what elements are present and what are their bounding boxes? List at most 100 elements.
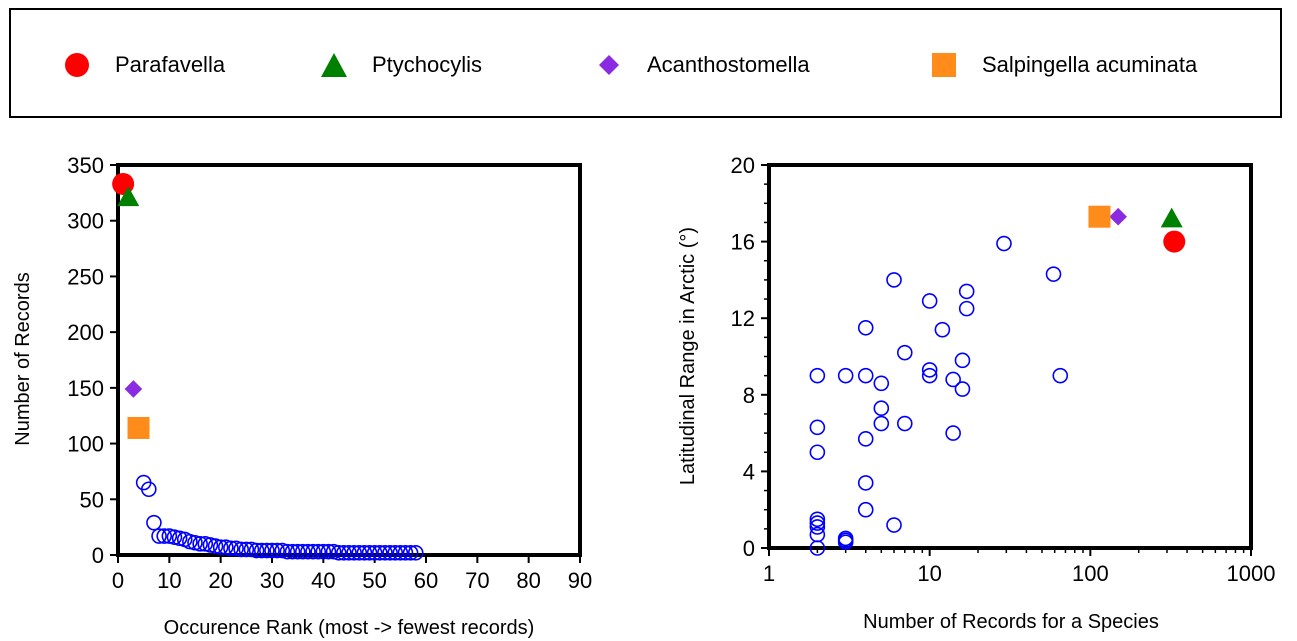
y-tick-label: 12 [731,306,755,331]
data-point [392,544,409,561]
data-point [248,542,265,559]
data-point [182,533,198,550]
y-tick-label: 200 [67,320,104,345]
data-point [361,544,378,561]
point-acanthostomella [1109,207,1127,226]
data-point [259,542,275,559]
data-point [809,511,826,528]
data-point [187,534,203,551]
data-point [253,542,270,559]
y-axis-title: Number of Records [12,272,34,445]
data-point [809,444,826,461]
data-point [921,367,938,384]
orange-square-marker-icon [932,53,956,77]
point-acanthostomella [124,380,143,398]
legend-box: Parafavella Ptychocylis Acanthostomella … [9,8,1282,118]
x-tick-label: 1 [763,561,775,586]
data-point [837,532,854,549]
data-point [284,543,301,560]
data-point [243,541,260,558]
data-point [269,542,285,559]
data-point [351,544,368,561]
data-point [294,543,311,560]
data-point [341,544,357,561]
data-point [896,415,913,432]
data-point [873,415,890,432]
legend-item-salpingella: Salpingella acuminata [926,50,1197,80]
data-point [1052,367,1069,384]
data-point [921,293,938,309]
data-point [228,540,244,557]
data-point [896,344,913,361]
data-point [336,544,352,561]
x-tick-label: 10 [917,561,941,586]
x-tick-label: 1000 [1227,561,1276,586]
x-tick-label: 80 [516,568,540,593]
data-point [310,543,327,560]
data-point [397,544,414,561]
point-parafavella [112,172,135,195]
data-point [171,530,188,547]
y-tick-label: 0 [743,536,755,561]
data-point [809,419,826,436]
x-tick-label: 90 [568,568,592,593]
y-tick-label: 300 [67,209,104,234]
data-point [264,542,280,559]
y-tick-label: 20 [731,153,755,178]
legend-item-acanthostomella: Acanthostomella [591,50,810,80]
data-point [857,475,874,491]
data-point [223,540,239,557]
data-point [135,474,152,491]
data-point [197,536,214,552]
data-point [325,543,342,560]
y-tick-label: 4 [743,459,755,484]
data-point [1045,266,1062,282]
data-point [289,543,306,560]
data-point [857,319,874,336]
point-ptychocylis [117,186,140,207]
data-point [330,544,347,561]
y-tick-label: 250 [67,264,104,289]
x-tick-label: 20 [208,568,232,593]
legend-label: Acanthostomella [647,52,810,77]
data-point [156,528,172,544]
x-tick-label: 100 [1072,561,1109,586]
data-point [857,367,874,384]
y-tick-label: 8 [743,383,755,408]
data-point [809,515,826,531]
x-tick-label: 30 [260,568,284,593]
data-point [233,541,249,558]
right-plot-frame [767,163,1253,550]
legend-item-ptychocylis: Ptychocylis [316,50,482,80]
data-point [934,321,951,338]
data-point [857,501,874,518]
x-tick-label: 10 [157,568,181,593]
data-point [356,544,373,561]
data-point [202,537,219,553]
legend-label: Ptychocylis [372,52,483,77]
data-point [945,425,961,441]
data-point [958,300,975,317]
data-point [279,543,296,560]
data-point [371,544,388,561]
data-point [837,534,854,551]
data-point [857,431,874,447]
point-salpingella-acuminata [1088,205,1111,228]
data-point [837,367,854,384]
data-point [176,531,193,548]
x-tick-label: 70 [465,568,489,593]
x-tick-label: 40 [311,568,335,593]
data-point [954,381,971,397]
legend-label: Salpingella acuminata [982,52,1198,77]
data-point [146,514,162,531]
data-point [402,544,419,561]
data-point [921,362,938,378]
y-tick-label: 350 [67,153,104,178]
data-point [212,539,229,556]
data-point [407,544,424,561]
data-point [809,526,826,543]
green-triangle-marker-icon [321,53,347,77]
y-tick-label: 100 [67,432,104,457]
legend-item-parafavella: Parafavella [59,50,225,80]
data-point [954,352,971,369]
